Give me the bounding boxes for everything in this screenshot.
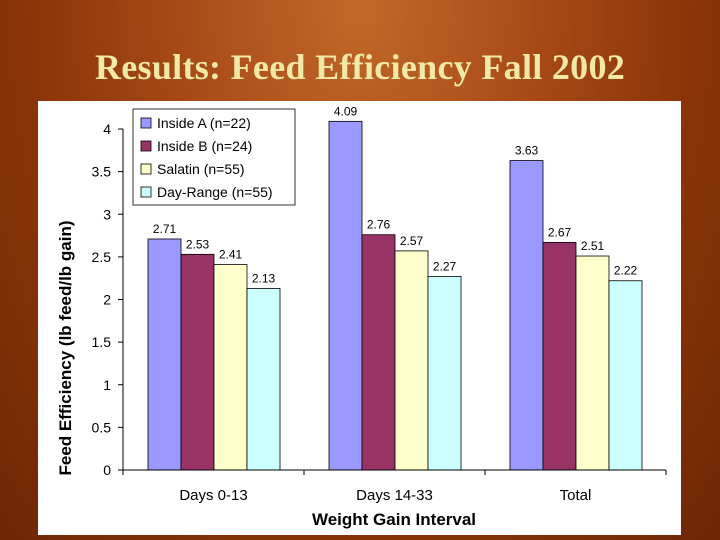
legend-swatch (140, 140, 152, 152)
y-tick-label: 1 (103, 377, 111, 393)
bar-value-label: 2.22 (614, 264, 638, 278)
bar-value-label: 3.63 (515, 144, 539, 158)
bar (608, 280, 643, 471)
x-axis: Days 0-13 Days 14-33 Total (122, 469, 667, 504)
x-category-label: Days 14-33 (356, 487, 433, 504)
bar-value-label: 2.27 (433, 259, 457, 273)
bar (328, 120, 363, 471)
bar-value-label: 2.41 (219, 248, 243, 262)
bar (213, 264, 248, 471)
x-category-label: Total (560, 487, 592, 504)
y-axis: 0 0.5 1 1.5 2 2.5 3 3.5 4 (92, 121, 124, 478)
legend-label: Day-Range (n=55) (157, 184, 273, 200)
bar (361, 234, 396, 471)
legend-label: Inside A (n=22) (157, 115, 251, 131)
y-tick-label: 1.5 (92, 334, 112, 350)
bar (509, 160, 544, 471)
bar-value-label: 2.71 (153, 222, 177, 236)
bar-value-label: 2.51 (581, 239, 605, 253)
bar-chart: 00.511.522.533.54 2.712.532.412.134.092.… (56, 104, 667, 529)
legend-label: Salatin (n=55) (157, 161, 245, 177)
bar-value-label: 2.76 (367, 218, 391, 232)
x-axis-label: Weight Gain Interval (312, 510, 476, 529)
y-tick-label: 0 (103, 462, 111, 478)
bar-value-label: 2.13 (252, 271, 276, 285)
legend: Inside A (n=22) Inside B (n=24) Salatin (n… (132, 108, 296, 206)
legend-swatch (140, 117, 152, 129)
y-axis-label: Feed Efficiency (lb feed/lb gain) (56, 220, 75, 475)
bar-value-label: 4.09 (334, 104, 358, 118)
bar (180, 253, 215, 471)
bar (147, 238, 182, 471)
y-tick-label: 3 (103, 206, 111, 222)
legend-swatch (140, 163, 152, 175)
legend-swatch (140, 186, 152, 198)
y-tick-label: 0.5 (92, 419, 112, 435)
legend-box (132, 108, 296, 206)
x-category-label: Days 0-13 (179, 487, 247, 504)
bar (427, 276, 462, 471)
bar-value-label: 2.67 (548, 225, 572, 239)
bar (246, 288, 281, 471)
bar (394, 250, 429, 471)
bar-value-label: 2.53 (186, 237, 210, 251)
y-tick-label: 2 (103, 292, 111, 308)
chart-panel: 0 0.5 1 1.5 2 2.5 3 3.5 4 2.71 2.53 2.41 2.13 4.09 2.… (38, 101, 681, 535)
legend-label: Inside B (n=24) (157, 138, 252, 154)
bar (575, 255, 610, 471)
y-tick-label: 3.5 (92, 164, 112, 180)
bars (147, 120, 643, 471)
bar-value-label: 2.57 (400, 234, 424, 248)
bar (542, 241, 577, 471)
value-labels: 2.71 2.53 2.41 2.13 4.09 2.76 2.57 2.27 3.63 2.67… (153, 104, 638, 285)
slide-title: Results: Feed Efficiency Fall 2002 (94, 47, 626, 87)
y-tick-label: 2.5 (92, 249, 112, 265)
y-tick-label: 4 (103, 121, 111, 137)
